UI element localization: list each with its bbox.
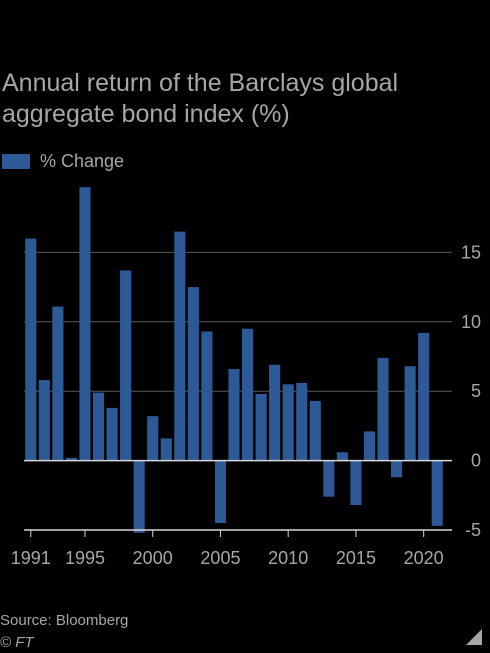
chart-title: Annual return of the Barclays global agg… (2, 69, 399, 128)
y-axis-ticks: -5 0 5 10 15 (461, 242, 481, 540)
bar-2005 (214, 460, 227, 524)
copyright-note: © FT (0, 634, 34, 651)
bar-2016 (363, 431, 376, 461)
x-tick-label: 2015 (336, 548, 376, 568)
bar-2015 (350, 460, 362, 506)
y-tick-label: 0 (471, 451, 481, 471)
bar-2000 (147, 416, 159, 461)
bar-1997 (106, 407, 118, 461)
x-tick-label: 2020 (404, 548, 444, 568)
bar-2007 (241, 328, 254, 461)
y-tick-label: 10 (461, 312, 481, 332)
x-tick-label: 1991 (11, 548, 51, 568)
bar-1999 (133, 460, 145, 533)
x-tick-label: 2000 (133, 548, 173, 568)
bar-2004 (201, 331, 213, 461)
bar-2009 (269, 364, 281, 461)
y-tick-label: 5 (471, 381, 481, 401)
bar-2006 (228, 368, 240, 461)
bar-2010 (282, 384, 294, 461)
x-tick-label: 2010 (268, 548, 308, 568)
legend: % Change (2, 151, 124, 172)
source-note: Source: Bloomberg (0, 612, 129, 629)
x-tick-label: 2005 (200, 548, 240, 568)
ft-corner-icon (466, 629, 482, 645)
legend-label: % Change (40, 151, 125, 171)
bar-2021 (431, 460, 443, 526)
bar-1992 (38, 380, 50, 461)
bar-2002 (174, 231, 186, 461)
bar-2017 (377, 357, 389, 461)
bar-1995 (79, 187, 91, 461)
x-tick-label: 1995 (65, 548, 105, 568)
zero-line-layer (24, 459, 452, 531)
bar-2003 (187, 287, 199, 461)
bar-2008 (255, 393, 267, 461)
legend-swatch (2, 154, 30, 169)
bar-2019 (404, 366, 416, 461)
bar-1996 (92, 392, 105, 461)
bar-2011 (296, 382, 308, 461)
bar-2001 (160, 438, 172, 461)
y-tick-label: -5 (465, 520, 481, 540)
bar-2018 (391, 460, 403, 478)
bar-2020 (418, 332, 430, 461)
bar-2014 (336, 452, 348, 461)
bar-1998 (120, 270, 132, 461)
x-axis-ticks: 1991 1995 2000 2005 2010 2015 2020 (11, 530, 444, 568)
bar-1991 (25, 238, 37, 461)
bar-1993 (52, 306, 64, 461)
bar-2012 (309, 400, 321, 461)
bar-2013 (323, 460, 335, 497)
bars (25, 187, 443, 533)
bar-1994 (65, 457, 77, 461)
y-tick-label: 15 (461, 242, 481, 262)
